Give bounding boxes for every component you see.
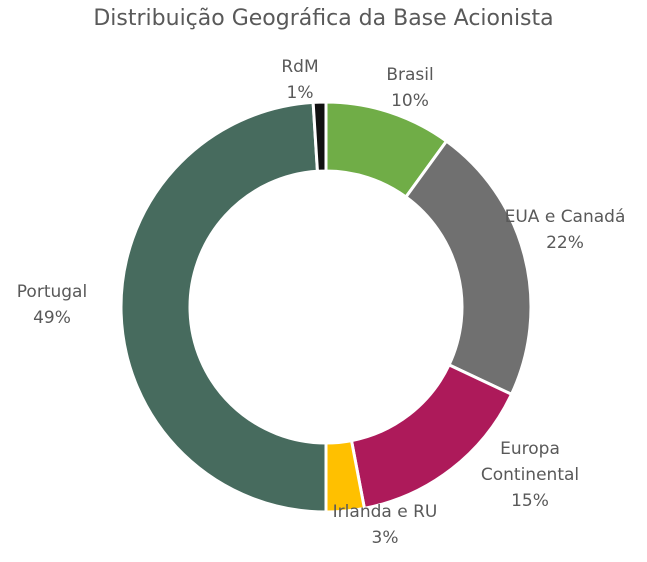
value-label: 3% <box>371 528 399 548</box>
category-label: Irlanda e RU <box>332 502 438 522</box>
data-label: EUA e Canadá 22% <box>505 204 626 256</box>
donut-slice <box>311 100 328 173</box>
data-label: RdM 1% <box>281 54 318 106</box>
value-label: 10% <box>391 91 429 111</box>
category-label: EUA e Canadá <box>504 207 626 227</box>
category-label: RdM <box>281 57 319 77</box>
value-label: 22% <box>546 233 584 253</box>
data-label: Europa Continental 15% <box>465 436 595 514</box>
donut-slice <box>403 139 533 397</box>
data-label: Irlanda e RU 3% <box>333 499 438 551</box>
data-label: Brasil 10% <box>386 62 433 114</box>
value-label: 1% <box>286 83 314 103</box>
chart-title: Distribuição Geográfica da Base Acionist… <box>93 6 554 31</box>
category-label: Portugal <box>16 282 88 302</box>
category-label: Europa Continental <box>480 439 580 485</box>
data-label: Portugal 49% <box>17 279 87 331</box>
category-label: Brasil <box>386 65 434 85</box>
value-label: 49% <box>33 308 71 328</box>
donut-slice <box>119 100 328 514</box>
value-label: 15% <box>511 491 549 511</box>
